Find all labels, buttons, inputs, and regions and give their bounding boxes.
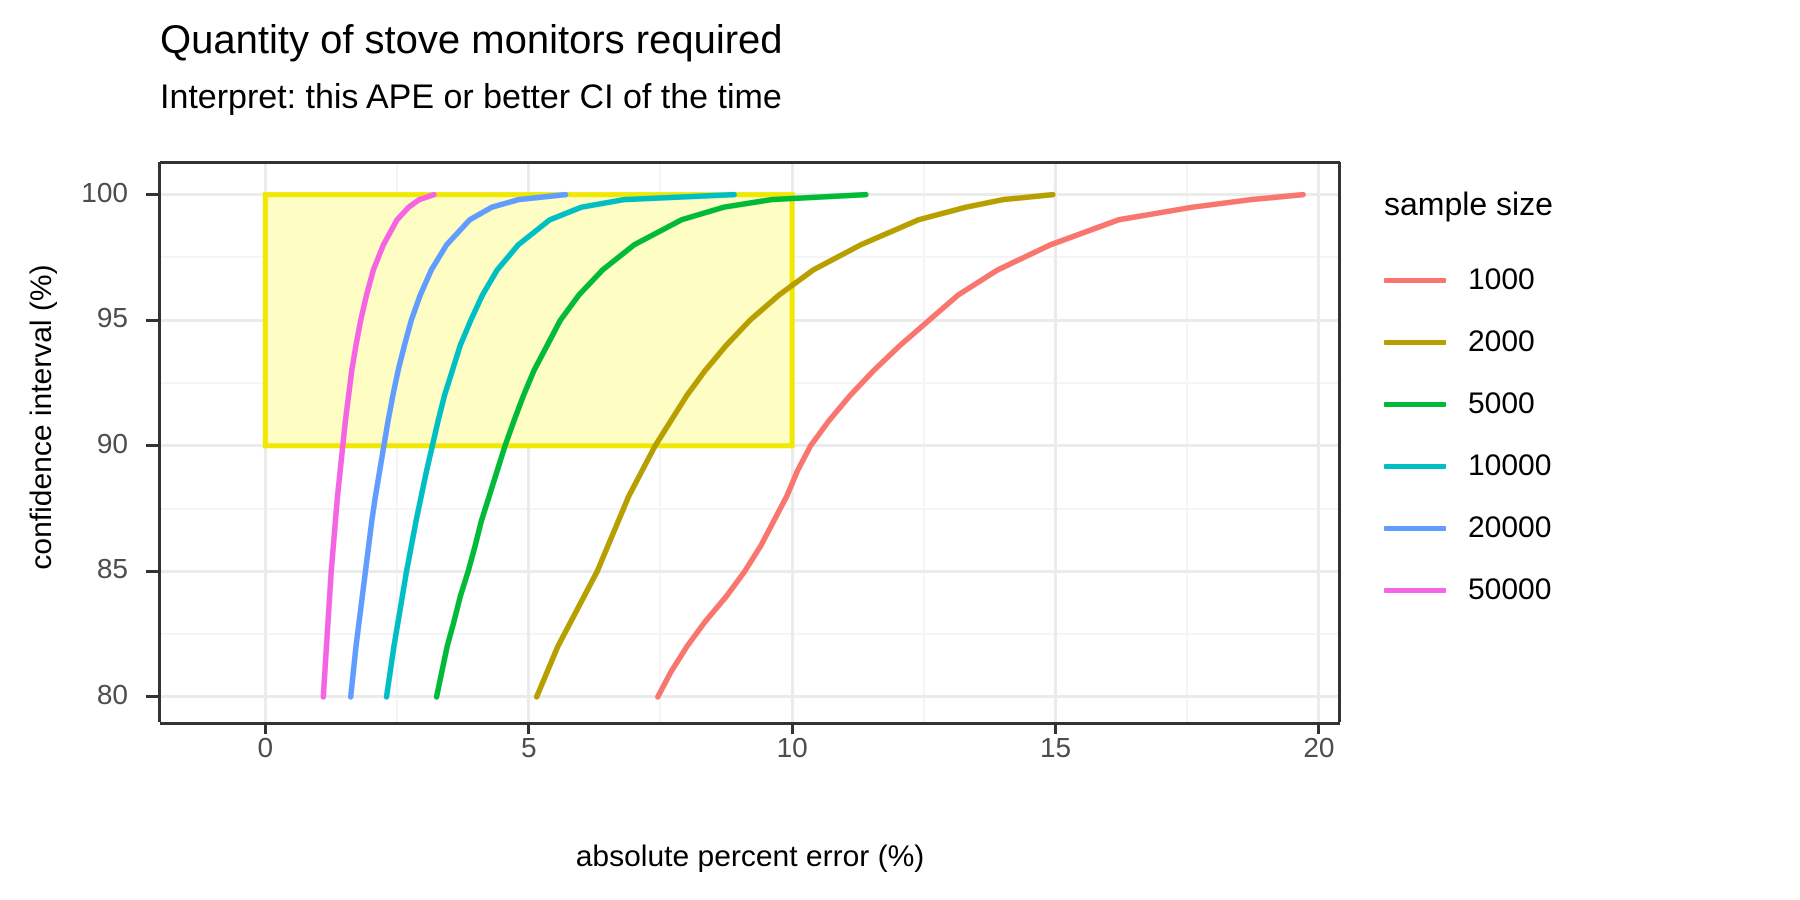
grid-major-x (1317, 162, 1321, 722)
chart-subtitle: Interpret: this APE or better CI of the … (160, 78, 782, 116)
grid-minor-y (160, 507, 1340, 510)
legend-title: sample size (1384, 186, 1553, 222)
legend-entry-50000[interactable]: 50000 (1378, 559, 1778, 621)
y-tick-mark (146, 318, 158, 322)
x-tick-mark (527, 722, 531, 734)
grid-minor-x (1186, 162, 1189, 722)
x-tick-mark (1317, 722, 1321, 734)
legend-entry-20000[interactable]: 20000 (1378, 497, 1778, 559)
series-line-5000 (433, 191, 869, 700)
legend-key-icon (1384, 401, 1446, 407)
legend-entry-label: 10000 (1468, 449, 1552, 482)
legend-entry-label: 1000 (1468, 263, 1535, 296)
series-line-50000 (320, 191, 437, 700)
legend-entry-label: 5000 (1468, 387, 1535, 420)
x-tick-mark (263, 722, 267, 734)
legend-entries: 1000 2000 5000 10000 20000 50000 (1378, 249, 1778, 621)
legend-entry-10000[interactable]: 10000 (1378, 435, 1778, 497)
legend-entry-label: 50000 (1468, 573, 1552, 606)
x-tick-label: 10 (776, 732, 808, 763)
x-tick-label: 20 (1303, 732, 1335, 763)
legend-entry-label: 20000 (1468, 511, 1552, 544)
grid-major-y (160, 569, 1340, 573)
y-tick-label: 90 (96, 427, 128, 459)
x-axis-label: absolute percent error (%) (575, 840, 925, 873)
y-tick-label: 95 (96, 302, 128, 334)
grid-major-x (1054, 162, 1058, 722)
legend-entry-1000[interactable]: 1000 (1378, 249, 1778, 311)
legend-key-icon (1384, 339, 1446, 345)
x-tick-mark (1054, 722, 1058, 734)
series-line-10000 (383, 191, 737, 700)
legend-key-icon (1384, 463, 1446, 469)
x-tick-label: 15 (1039, 732, 1072, 763)
y-tick-mark (146, 193, 158, 197)
legend-key-icon (1384, 525, 1446, 531)
legend-entry-5000[interactable]: 5000 (1378, 373, 1778, 435)
y-tick-mark (146, 444, 158, 448)
y-axis-line (158, 162, 161, 722)
grid-minor-y (160, 633, 1340, 636)
legend-key-icon (1384, 277, 1446, 283)
y-tick-mark (146, 569, 158, 573)
grid-minor-x (922, 162, 925, 722)
grid-major-y (160, 695, 1340, 699)
x-tick-mark (790, 722, 794, 734)
x-tick-label: 0 (257, 732, 274, 763)
y-tick-mark (146, 695, 158, 699)
panel-border-right (1338, 162, 1341, 722)
legend-entry-label: 2000 (1468, 325, 1535, 358)
series-layer (262, 191, 1306, 700)
x-tick-label: 5 (520, 732, 537, 763)
legend-entry-2000[interactable]: 2000 (1378, 311, 1778, 373)
y-tick-label: 80 (96, 678, 128, 710)
series-line-1000 (655, 191, 1306, 700)
series-line-20000 (347, 191, 569, 700)
legend: sample size 1000 2000 5000 10000 20000 50000 (1378, 186, 1778, 621)
y-tick-label: 100 (81, 176, 128, 208)
series-line-2000 (533, 191, 1056, 700)
legend-key-icon (1384, 587, 1446, 593)
chart-title: Quantity of stove monitors required (160, 18, 783, 62)
y-axis-label: confidence interval (%) (25, 264, 58, 570)
panel-border-top (160, 161, 1340, 164)
x-axis-line (160, 722, 1340, 725)
y-tick-label: 85 (96, 553, 128, 585)
